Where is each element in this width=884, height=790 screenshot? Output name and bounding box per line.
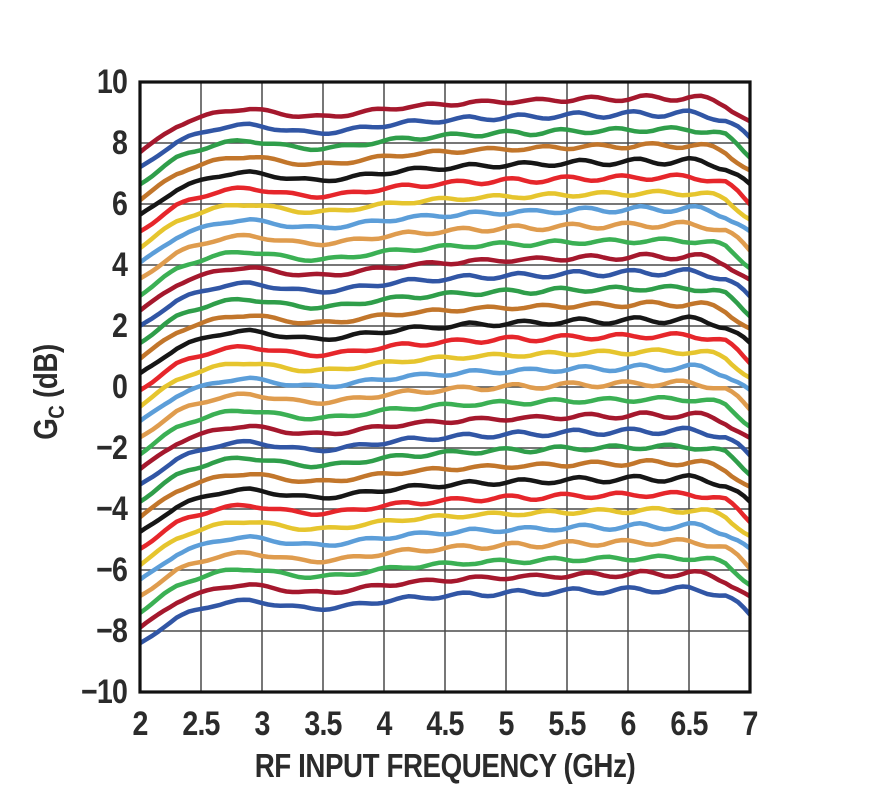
chart-trace xyxy=(138,472,752,534)
chart-trace xyxy=(138,236,752,298)
chart-trace xyxy=(138,108,752,170)
chart-trace xyxy=(138,505,752,567)
chart-trace xyxy=(138,394,752,457)
chart-trace xyxy=(138,489,752,551)
y-axis-title: GC (dB) xyxy=(26,344,69,440)
chart-trace xyxy=(138,553,752,615)
chart-trace xyxy=(138,299,752,361)
chart-trace xyxy=(138,442,752,504)
chart-trace xyxy=(138,378,752,440)
chart-trace xyxy=(138,251,752,313)
chart-trace xyxy=(138,219,752,281)
chart-trace xyxy=(138,584,752,646)
y-axis-title-unit: (dB) xyxy=(27,344,64,406)
chart-trace xyxy=(138,203,752,265)
chart-trace xyxy=(138,425,752,487)
chart-trace xyxy=(138,568,752,630)
y-axis-title-symbol: G xyxy=(27,418,64,440)
chart-trace xyxy=(138,314,752,376)
chart-trace xyxy=(138,140,752,202)
chart-trace xyxy=(138,520,752,582)
chart-trace xyxy=(138,410,752,471)
chart-trace xyxy=(138,125,752,187)
plot-border xyxy=(138,80,752,694)
chart-trace xyxy=(138,93,752,154)
chart-trace xyxy=(138,331,752,393)
chart-trace xyxy=(138,188,752,250)
chart-trace xyxy=(138,537,752,598)
chart-trace xyxy=(138,155,752,217)
chart-trace xyxy=(138,283,752,345)
y-axis-title-subscript: C xyxy=(44,405,69,419)
chart-trace xyxy=(138,267,752,328)
x-axis-title: RF INPUT FREQUENCY (GHz) xyxy=(254,747,636,784)
chart-trace xyxy=(138,172,752,234)
chart-trace xyxy=(138,458,752,519)
chart-trace xyxy=(138,362,752,423)
chart-trace xyxy=(138,347,752,409)
